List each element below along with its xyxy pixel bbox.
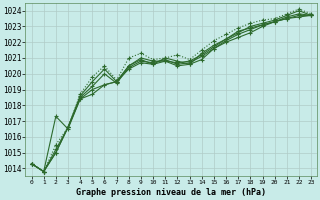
X-axis label: Graphe pression niveau de la mer (hPa): Graphe pression niveau de la mer (hPa) (76, 188, 266, 197)
